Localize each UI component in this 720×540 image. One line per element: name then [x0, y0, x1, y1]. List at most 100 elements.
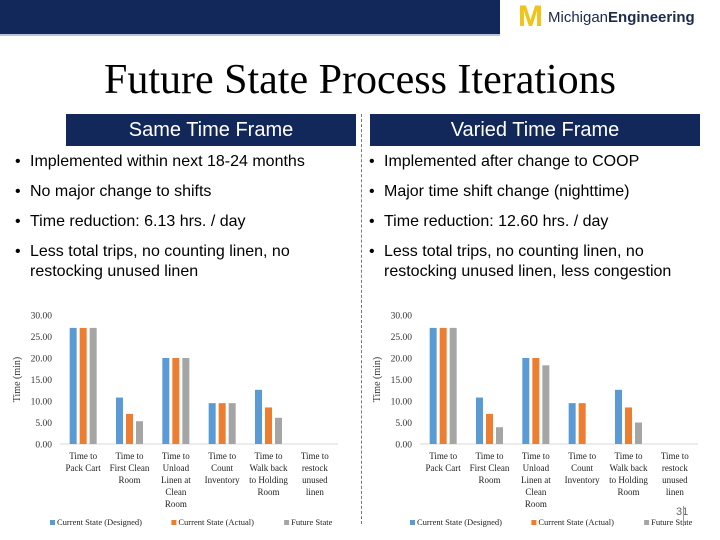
bar: [635, 422, 642, 444]
x-tick-label-line: Count: [211, 463, 234, 473]
bar: [532, 358, 540, 444]
y-axis-title: Time (min): [12, 357, 23, 402]
y-tick-label: 15.00: [31, 376, 53, 386]
x-tick-label-line: Time to: [522, 451, 550, 461]
x-tick-label-line: Linen at: [521, 475, 551, 485]
x-tick-label-line: Time to: [69, 451, 97, 461]
same-time-frame-bullets: Implemented within next 18-24 months No …: [12, 152, 360, 292]
x-tick-label-line: Clean: [525, 487, 546, 497]
x-tick-label: Time to Pack Cart: [426, 451, 462, 473]
x-tick-label-line: linen: [666, 487, 684, 497]
x-tick-label-line: unused: [302, 475, 328, 485]
x-tick-label-line: Time to: [568, 451, 596, 461]
x-tick-label: Time to First Clean Room: [470, 451, 510, 485]
bar: [172, 358, 180, 444]
legend-swatch: [50, 520, 55, 525]
same-time-frame-chart: Time (min) 0.00 5.00 10.00 15.00 20.00 25.00 30…: [8, 305, 353, 540]
x-tick-label: Time to restock unused linen: [301, 451, 329, 497]
x-tick-label-line: Room: [617, 487, 639, 497]
legend-swatch: [644, 520, 650, 525]
y-tick-label: 0.00: [35, 441, 52, 451]
x-tick-label-line: Pack Cart: [66, 463, 102, 473]
x-tick-label-line: Time to: [162, 451, 190, 461]
x-tick-label-line: First Clean: [110, 463, 150, 473]
legend-label: Current State (Designed): [57, 517, 142, 527]
x-tick-label-line: Pack Cart: [426, 463, 462, 473]
legend-swatch: [284, 520, 290, 525]
x-tick-label-line: Room: [165, 499, 187, 509]
michigan-engineering-logo: M MichiganEngineering: [518, 0, 695, 33]
x-tick-label-line: Clean: [165, 487, 186, 497]
x-tick-label-line: restock: [662, 463, 688, 473]
bar: [486, 413, 493, 444]
header-band: [0, 0, 500, 34]
legend-label: Current State (Designed): [417, 517, 502, 527]
x-tick-label-line: Time to: [116, 451, 144, 461]
bar: [265, 407, 272, 444]
bar: [116, 397, 123, 444]
y-tick-label: 5.00: [395, 419, 412, 429]
legend-swatch: [410, 520, 415, 525]
bar: [439, 327, 447, 444]
bar: [162, 358, 170, 444]
x-tick-label-line: Room: [257, 487, 279, 497]
legend-label: Future State: [651, 517, 693, 527]
x-tick-label-line: Room: [525, 499, 547, 509]
bar: [79, 327, 87, 444]
logo-text-regular: Michigan: [548, 8, 609, 26]
x-tick-label-line: Room: [118, 475, 140, 485]
x-tick-label-line: Room: [478, 475, 500, 485]
x-tick-label-line: to Holding: [609, 475, 648, 485]
x-tick-label: Time to Count Inventory: [205, 451, 240, 485]
bar: [429, 327, 437, 444]
x-tick-label-line: Time to: [301, 451, 329, 461]
x-tick-label: Time to Count Inventory: [565, 451, 600, 485]
varied-time-frame-chart: Time (min) 0.00 5.00 10.00 15.00 20.00 25.00 30…: [368, 305, 713, 540]
y-tick-label: 25.00: [391, 333, 413, 343]
varied-time-frame-chart-svg: Time (min) 0.00 5.00 10.00 15.00 20.00 25.00 30…: [372, 312, 698, 527]
bullet-item: Less total trips, no counting linen, no …: [366, 242, 716, 282]
y-tick-label: 10.00: [391, 398, 413, 408]
bar: [496, 427, 503, 444]
column-divider: [361, 114, 362, 524]
x-tick-label: Time to Unload Linen at Clean Room: [521, 451, 551, 509]
y-tick-label: 15.00: [391, 376, 413, 386]
bar: [615, 389, 622, 444]
y-tick-label: 30.00: [31, 312, 53, 322]
x-tick-label-line: Time to: [661, 451, 689, 461]
legend-label: Current State (Actual): [178, 517, 254, 527]
legend-swatch: [531, 520, 537, 525]
x-tick-label-line: unused: [662, 475, 688, 485]
bar: [69, 327, 77, 444]
header-band-accent: [0, 34, 500, 36]
legend-swatch: [171, 520, 177, 525]
bar: [578, 403, 586, 444]
varied-time-frame-heading: Varied Time Frame: [370, 114, 700, 146]
bullet-item: Less total trips, no counting linen, no …: [12, 242, 360, 282]
y-tick-label: 10.00: [31, 398, 53, 408]
legend-label: Future State: [291, 517, 333, 527]
x-tick-label-line: First Clean: [470, 463, 510, 473]
bullet-item: No major change to shifts: [12, 182, 360, 202]
x-tick-label-line: Time to: [615, 451, 643, 461]
same-time-frame-chart-svg: Time (min) 0.00 5.00 10.00 15.00 20.00 25.00 30…: [12, 312, 338, 527]
slide-title: Future State Process Iterations: [103, 57, 617, 103]
page-number: 31: [676, 506, 688, 518]
bar: [275, 417, 282, 444]
bar: [625, 407, 632, 444]
x-tick-label-line: Time to: [476, 451, 504, 461]
x-tick-label: Time to Pack Cart: [66, 451, 102, 473]
bullet-item: Time reduction: 6.13 hrs. / day: [12, 212, 360, 232]
varied-time-frame-bullets: Implemented after change to COOP Major t…: [366, 152, 716, 292]
x-tick-label-line: Walk back: [249, 463, 288, 473]
bar: [568, 403, 576, 444]
same-time-frame-heading: Same Time Frame: [66, 114, 356, 146]
bar: [89, 327, 97, 444]
y-tick-label: 5.00: [35, 419, 52, 429]
x-tick-label-line: Time to: [429, 451, 457, 461]
legend-label: Current State (Actual): [538, 517, 614, 527]
bar: [542, 365, 550, 444]
x-tick-label-line: Inventory: [565, 475, 600, 485]
x-tick-label-line: Count: [571, 463, 594, 473]
x-tick-label-line: Inventory: [205, 475, 240, 485]
